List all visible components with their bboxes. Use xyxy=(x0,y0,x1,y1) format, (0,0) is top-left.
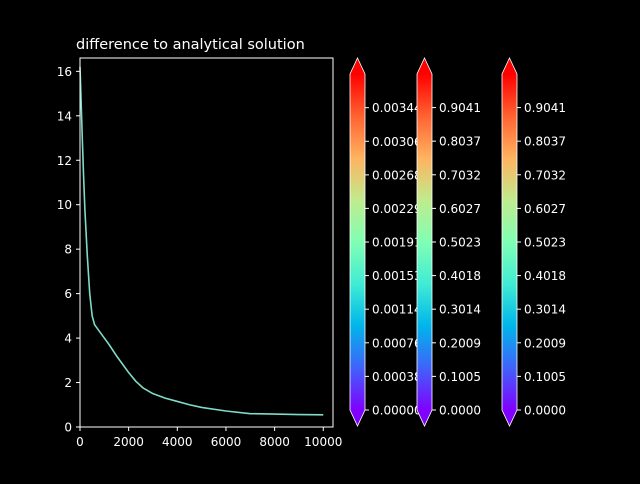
colorbar-tick-label: 0.4018 xyxy=(439,269,481,283)
colorbar-tick-label: 0.3014 xyxy=(524,303,566,317)
colorbar-2: 0.0000 0.1005 0.2009 0.3014 0.4018 0.5023 0.60… xyxy=(416,57,481,427)
x-tick-label: 8000 xyxy=(259,435,290,449)
colorbar-tick-label: 0.000000 xyxy=(372,404,429,418)
colorbar-tick-label: 0.002298 xyxy=(372,202,429,216)
colorbar-tick-label: 0.8037 xyxy=(524,135,566,149)
colorbar-tick-label: 0.1005 xyxy=(524,370,566,384)
series-line-1 xyxy=(79,66,324,416)
colorbar-tick-label: 0.000383 xyxy=(372,370,429,384)
colorbar-tick-label: 0.000766 xyxy=(372,336,429,350)
x-axis-ticks: 0 2000 4000 6000 8000 10000 xyxy=(76,427,342,449)
colorbar-tick-label: 0.9041 xyxy=(439,101,481,115)
colorbar-outline xyxy=(416,57,433,427)
colorbar-tick-label: 0.8037 xyxy=(439,135,481,149)
line-chart: difference to analytical solution 0 2000 4… xyxy=(57,37,343,449)
colorbar-tick-label: 0.2009 xyxy=(524,336,566,350)
y-tick-label: 12 xyxy=(57,154,72,168)
y-tick-label: 10 xyxy=(57,198,72,212)
colorbar-tick-label: 0.5023 xyxy=(439,235,481,249)
plot-frame xyxy=(79,57,334,428)
colorbar-extend-max xyxy=(502,58,517,74)
colorbar-outline xyxy=(349,57,366,427)
y-tick-label: 2 xyxy=(64,376,72,390)
colorbar-tick-label: 0.3014 xyxy=(439,303,481,317)
colorbar-tick-label: 0.1005 xyxy=(439,370,481,384)
colorbar-gradient xyxy=(417,74,432,410)
colorbar-tick-label: 0.003063 xyxy=(372,135,429,149)
colorbar-extend-max xyxy=(350,58,365,74)
y-tick-label: 14 xyxy=(57,109,72,123)
colorbar-tick-label: 0.9041 xyxy=(524,101,566,115)
chart-title: difference to analytical solution xyxy=(76,37,305,53)
x-tick-label: 10000 xyxy=(304,435,342,449)
colorbar-tick-label: 0.002680 xyxy=(372,168,429,182)
colorbar-tick-label: 0.0000 xyxy=(439,404,481,418)
colorbar-tick-label: 0.2009 xyxy=(439,336,481,350)
y-tick-label: 4 xyxy=(64,332,72,346)
colorbar-tick-label: 0.003446 xyxy=(372,101,429,115)
colorbar-tick-label: 0.6027 xyxy=(439,202,481,216)
line-layer xyxy=(79,66,324,416)
colorbar-tick-label: 0.7032 xyxy=(439,168,481,182)
colorbar-tick-label: 0.0000 xyxy=(524,404,566,418)
colorbar-extend-min xyxy=(350,410,365,426)
x-tick-label: 6000 xyxy=(211,435,242,449)
colorbar-gradient xyxy=(502,74,517,410)
y-tick-label: 16 xyxy=(57,65,72,79)
colorbar-tick-label: 0.7032 xyxy=(524,168,566,182)
colorbar-1: 0.000000 0.000383 0.000766 0.001149 0.001532… xyxy=(349,57,429,427)
x-tick-label: 2000 xyxy=(113,435,144,449)
y-tick-label: 6 xyxy=(64,287,72,301)
y-tick-label: 8 xyxy=(64,243,72,257)
colorbar-extend-min xyxy=(417,410,432,426)
colorbar-extend-min xyxy=(502,410,517,426)
colorbar-3: 0.0000 0.1005 0.2009 0.3014 0.4018 0.5023 0.60… xyxy=(501,57,566,427)
colorbar-tick-label: 0.001915 xyxy=(372,236,429,250)
x-tick-label: 0 xyxy=(76,435,84,449)
colorbar-tick-label: 0.001149 xyxy=(372,303,429,317)
colorbar-tick-label: 0.6027 xyxy=(524,202,566,216)
x-tick-label: 4000 xyxy=(162,435,193,449)
colorbar-outline xyxy=(501,57,518,427)
colorbar-tick-label: 0.4018 xyxy=(524,269,566,283)
colorbar-extend-max xyxy=(417,58,432,74)
colorbar-tick-label: 0.001532 xyxy=(372,269,429,283)
colorbar-gradient xyxy=(350,74,365,410)
y-axis-ticks: 0 2 4 6 8 10 12 14 16 xyxy=(57,65,80,435)
y-tick-label: 0 xyxy=(64,421,72,435)
colorbar-tick-label: 0.5023 xyxy=(524,235,566,249)
